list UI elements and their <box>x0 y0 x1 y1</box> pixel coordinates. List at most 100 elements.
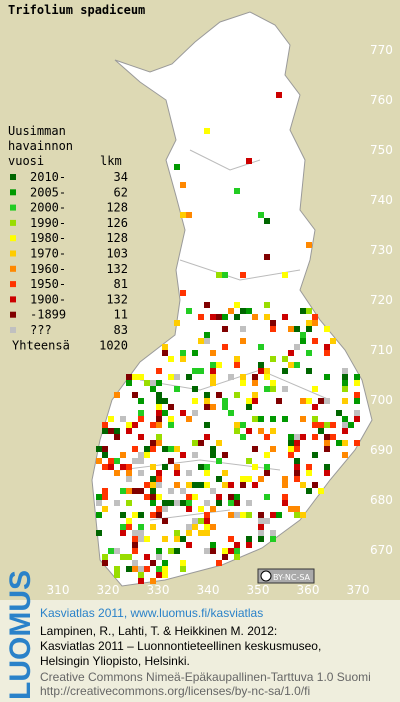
observation-square <box>138 488 144 494</box>
observation-square <box>222 326 228 332</box>
x-tick-label: 320 <box>97 583 120 597</box>
observation-square <box>192 440 198 446</box>
observation-square <box>246 458 252 464</box>
license-line: Creative Commons Nimeä-Epäkaupallinen-Ta… <box>40 670 371 684</box>
observation-square <box>240 338 246 344</box>
observation-square <box>150 524 156 530</box>
y-tick-label: 760 <box>370 93 393 107</box>
observation-square <box>216 440 222 446</box>
x-tick-label: 330 <box>147 583 170 597</box>
observation-square <box>186 494 192 500</box>
observation-square <box>240 374 246 380</box>
observation-square <box>96 512 102 518</box>
observation-square <box>150 386 156 392</box>
observation-square <box>108 416 114 422</box>
observation-square <box>228 374 234 380</box>
observation-square <box>156 476 162 482</box>
legend-count: 126 <box>106 216 128 230</box>
observation-square <box>192 482 198 488</box>
observation-square <box>210 452 216 458</box>
legend-label: 1980- <box>30 231 66 245</box>
observation-square <box>246 500 252 506</box>
observation-square <box>216 392 222 398</box>
observation-square <box>294 464 300 470</box>
observation-square <box>216 560 222 566</box>
observation-square <box>270 320 276 326</box>
observation-square <box>240 476 246 482</box>
observation-square <box>204 302 210 308</box>
observation-square <box>234 356 240 362</box>
observation-square <box>168 374 174 380</box>
observation-square <box>300 398 306 404</box>
observation-square <box>288 446 294 452</box>
observation-square <box>312 422 318 428</box>
observation-square <box>132 530 138 536</box>
observation-square <box>288 326 294 332</box>
observation-square <box>132 392 138 398</box>
observation-square <box>180 536 186 542</box>
observation-square <box>318 398 324 404</box>
observation-square <box>138 470 144 476</box>
cc-icon <box>260 570 272 582</box>
observation-square <box>264 434 270 440</box>
observation-square <box>324 350 330 356</box>
observation-square <box>126 422 132 428</box>
observation-square <box>204 518 210 524</box>
observation-square <box>132 548 138 554</box>
legend-label: 1900- <box>30 292 66 306</box>
observation-square <box>156 470 162 476</box>
observation-square <box>342 374 348 380</box>
observation-square <box>270 326 276 332</box>
observation-square <box>240 308 246 314</box>
observation-square <box>138 530 144 536</box>
observation-square <box>342 380 348 386</box>
observation-square <box>294 458 300 464</box>
observation-square <box>282 356 288 362</box>
observation-square <box>138 374 144 380</box>
citation-line: Lampinen, R., Lahti, T. & Heikkinen M. 2… <box>40 624 277 638</box>
legend-swatch <box>10 204 16 211</box>
observation-square <box>192 518 198 524</box>
observation-square <box>168 548 174 554</box>
observation-square <box>270 512 276 518</box>
observation-square <box>258 512 264 518</box>
observation-square <box>300 512 306 518</box>
observation-square <box>198 506 204 512</box>
observation-square <box>168 488 174 494</box>
observation-square <box>222 482 228 488</box>
observation-square <box>228 494 234 500</box>
observation-square <box>204 332 210 338</box>
legend-count: 11 <box>114 308 128 322</box>
observation-square <box>162 566 168 572</box>
observation-square <box>228 410 234 416</box>
observation-square <box>264 518 270 524</box>
observation-square <box>294 362 300 368</box>
y-tick-label: 710 <box>370 343 393 357</box>
badge-text: BY-NC-SA <box>273 573 311 582</box>
observation-square <box>234 392 240 398</box>
observation-square <box>132 374 138 380</box>
legend-swatch <box>10 250 16 257</box>
observation-square <box>264 368 270 374</box>
observation-square <box>96 458 102 464</box>
observation-square <box>270 386 276 392</box>
observation-square <box>240 272 246 278</box>
observation-square <box>270 380 276 386</box>
observation-square <box>204 512 210 518</box>
observation-square <box>234 548 240 554</box>
observation-square <box>138 512 144 518</box>
legend-count: 128 <box>106 231 128 245</box>
observation-square <box>264 314 270 320</box>
observation-square <box>228 536 234 542</box>
observation-square <box>150 494 156 500</box>
observation-square <box>192 350 198 356</box>
observation-square <box>114 566 120 572</box>
observation-square <box>174 374 180 380</box>
observation-square <box>264 302 270 308</box>
observation-square <box>342 368 348 374</box>
license-line: http://creativecommons.org/licenses/by-n… <box>40 684 310 698</box>
observation-square <box>126 566 132 572</box>
observation-square <box>210 548 216 554</box>
observation-square <box>282 482 288 488</box>
legend-heading: havainnon <box>8 139 73 153</box>
